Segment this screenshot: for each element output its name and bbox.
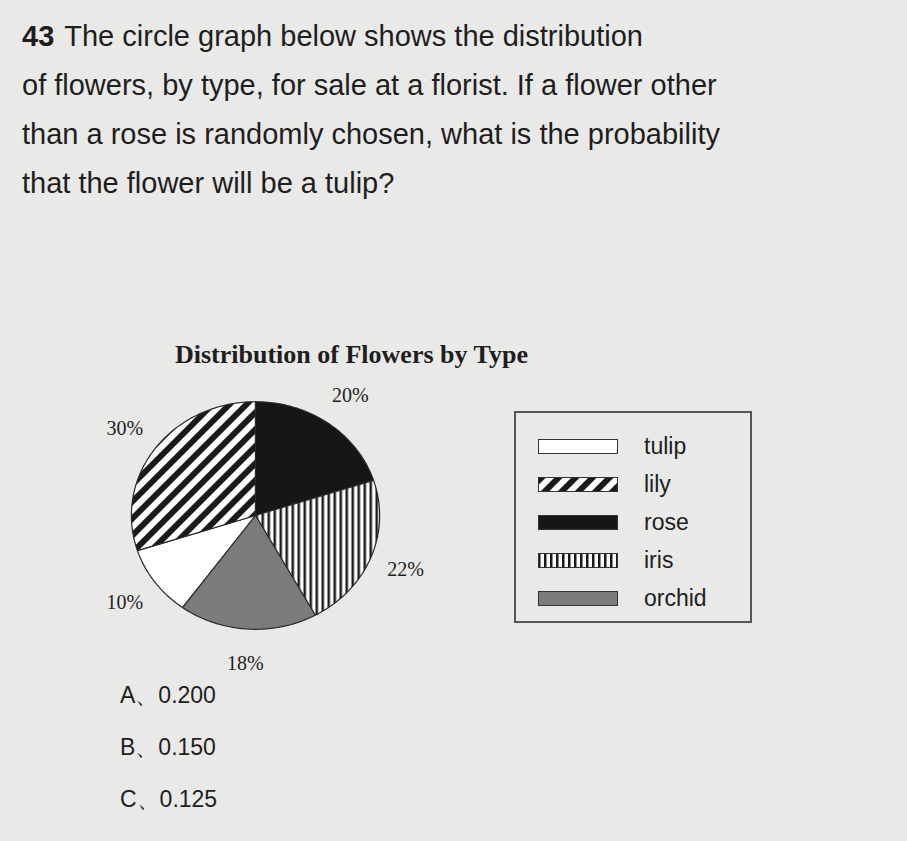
svg-text:20%: 20% xyxy=(332,384,369,406)
html-text:C、0.125: C、0.125 xyxy=(120,786,218,812)
html-text:lily: lily xyxy=(644,470,671,497)
html-text:iris: iris xyxy=(644,546,674,573)
html-text:tulip: tulip xyxy=(644,432,687,459)
svg-text:10%: 10% xyxy=(107,591,144,613)
html-text:B、0.150: B、0.150 xyxy=(120,734,216,760)
html-text:orchid: orchid xyxy=(644,584,707,611)
svg-text:30%: 30% xyxy=(107,417,144,439)
html-text:A、0.200: A、0.200 xyxy=(120,682,216,708)
html-text:than a rose is randomly chosen: than a rose is randomly chosen, what is … xyxy=(22,118,720,150)
svg-text:18%: 18% xyxy=(227,652,264,674)
svg-text:22%: 22% xyxy=(387,558,424,580)
html-text:43 The circle graph below show: 43 The circle graph below shows the dist… xyxy=(22,20,643,52)
html-text:rose: rose xyxy=(644,508,689,535)
html-text:that the flower will be a tuli: that the flower will be a tulip? xyxy=(22,167,395,199)
html-text:of flowers, by type, for sale: of flowers, by type, for sale at a flori… xyxy=(22,69,717,101)
html-text:Distribution of Flowers by Typ: Distribution of Flowers by Type xyxy=(175,340,528,369)
